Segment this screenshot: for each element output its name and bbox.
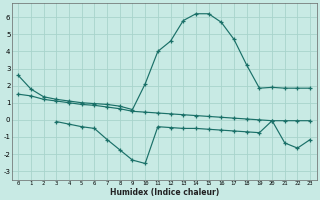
X-axis label: Humidex (Indice chaleur): Humidex (Indice chaleur) xyxy=(109,188,219,197)
